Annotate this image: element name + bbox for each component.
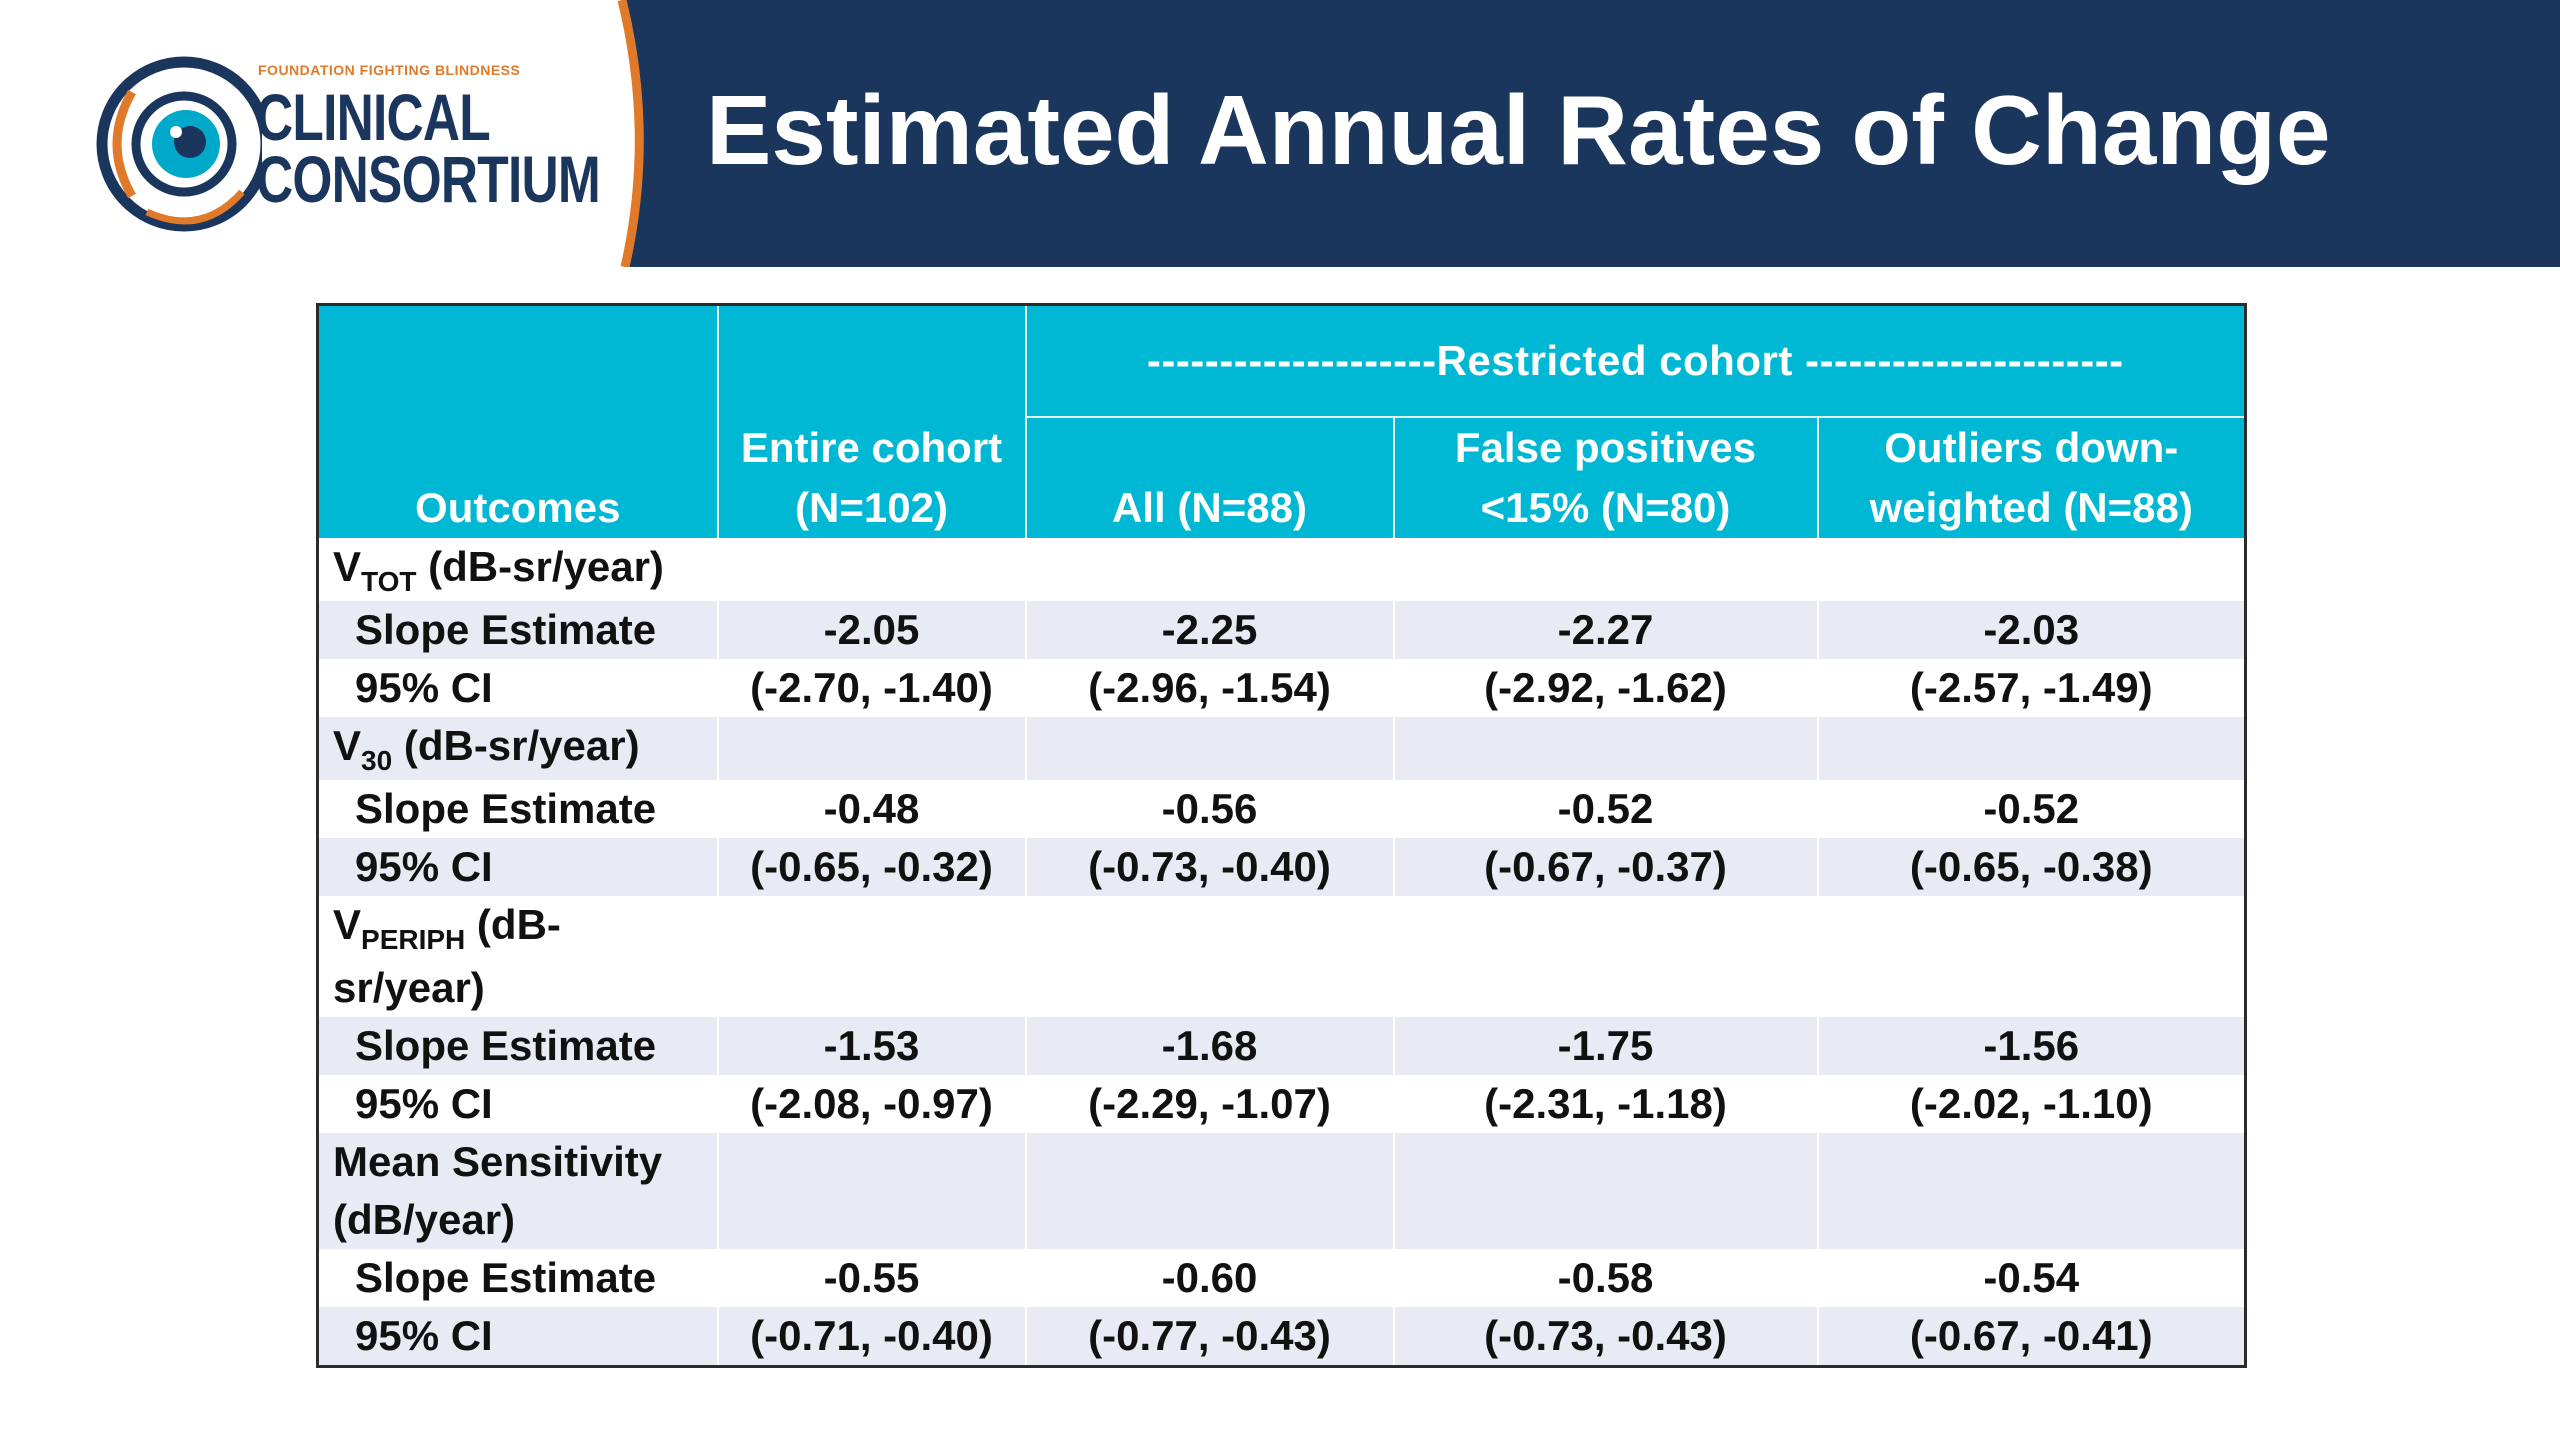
section-label: Mean Sensitivity (dB/year) [317, 1133, 718, 1249]
logo-tagline: FOUNDATION FIGHTING BLINDNESS [258, 62, 521, 78]
section-row-vperiph: VPERIPH (dB-sr/year) [317, 896, 2246, 1017]
section-row-v30: V30 (dB-sr/year) [317, 717, 2246, 780]
rates-table: Outcomes Entire cohort (N=102) ---------… [316, 303, 2248, 1368]
header-entire-cohort: Entire cohort (N=102) [716, 304, 1026, 538]
header-band: FOUNDATION FIGHTING BLINDNESS CLINICAL C… [0, 0, 2560, 267]
section-row-mean-sensitivity: Mean Sensitivity (dB/year) [317, 1133, 2246, 1249]
eye-logo-icon [96, 56, 262, 232]
section-label: VTOT (dB-sr/year) [317, 538, 718, 601]
table-row-ci: 95% CI (-0.71, -0.40) (-0.77, -0.43) (-0… [317, 1307, 2246, 1367]
section-row-vtot: VTOT (dB-sr/year) [317, 538, 2246, 601]
header-restricted-cohort: --------------------Restricted cohort --… [1024, 304, 2246, 418]
table-row-slope: Slope Estimate -0.48 -0.56 -0.52 -0.52 [317, 780, 2246, 838]
logo-text-consortium: CONSORTIUM [256, 142, 601, 216]
table-row-ci: 95% CI (-0.65, -0.32) (-0.73, -0.40) (-0… [317, 838, 2246, 896]
page-title: Estimated Annual Rates of Change [706, 75, 2331, 185]
logo-text-clinical: CLINICAL [256, 80, 491, 154]
header-all: All (N=88) [1024, 417, 1394, 538]
header-false-positives: False positives <15% (N=80) [1392, 417, 1818, 538]
table-row-ci: 95% CI (-2.70, -1.40) (-2.96, -1.54) (-2… [317, 659, 2246, 717]
table-row-slope: Slope Estimate -0.55 -0.60 -0.58 -0.54 [317, 1249, 2246, 1307]
section-label: V30 (dB-sr/year) [317, 717, 718, 780]
table-row-ci: 95% CI (-2.08, -0.97) (-2.29, -1.07) (-2… [317, 1075, 2246, 1133]
section-label: VPERIPH (dB-sr/year) [317, 896, 718, 1017]
header-outliers: Outliers down- weighted (N=88) [1816, 417, 2246, 538]
table-row-slope: Slope Estimate -1.53 -1.68 -1.75 -1.56 [317, 1017, 2246, 1075]
header-outcomes: Outcomes [317, 304, 718, 538]
table-row-slope: Slope Estimate -2.05 -2.25 -2.27 -2.03 [317, 601, 2246, 659]
